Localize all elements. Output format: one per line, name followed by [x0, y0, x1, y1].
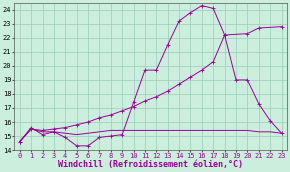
- X-axis label: Windchill (Refroidissement éolien,°C): Windchill (Refroidissement éolien,°C): [58, 160, 243, 169]
